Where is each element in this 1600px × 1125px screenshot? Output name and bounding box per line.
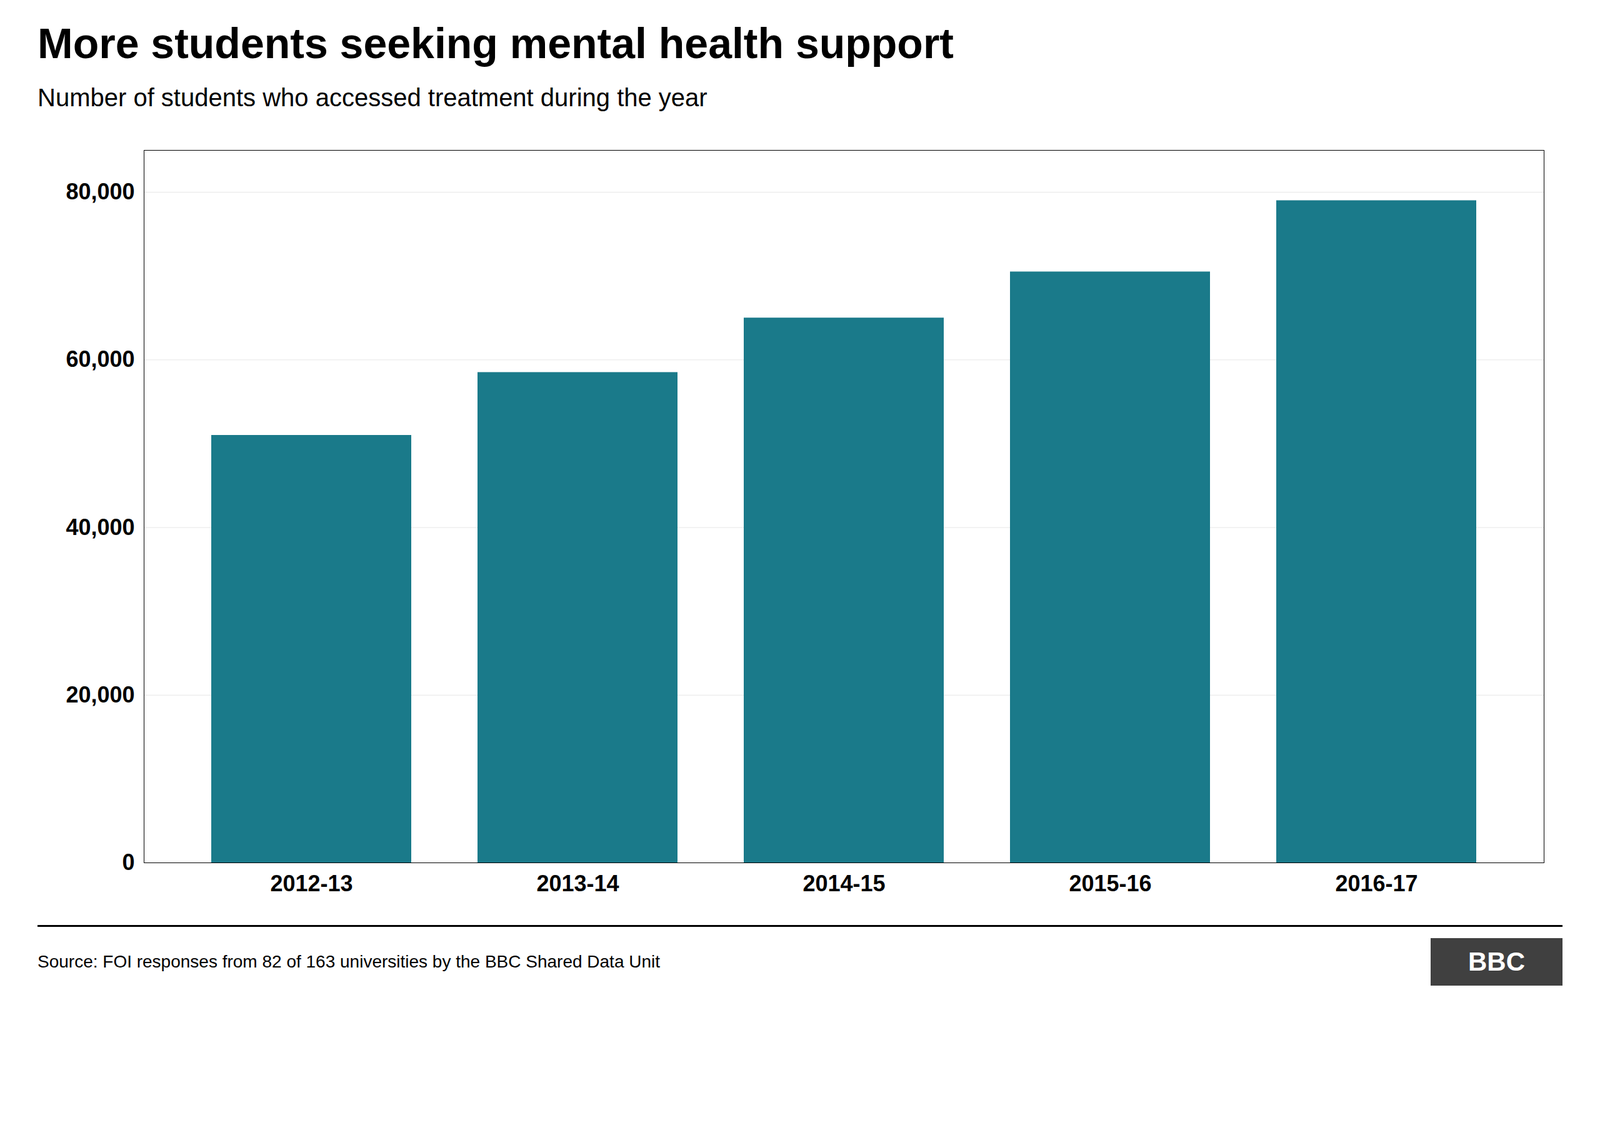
svg-text:40,000: 40,000 xyxy=(65,514,135,540)
html-text:More students seeking mental h: More students seeking mental health supp… xyxy=(37,19,954,67)
svg-text:2016-17: 2016-17 xyxy=(1335,870,1418,897)
svg-text:2015-16: 2015-16 xyxy=(1068,870,1152,897)
svg-text:20,000: 20,000 xyxy=(65,681,135,708)
svg-text:0: 0 xyxy=(121,849,135,875)
svg-text:2012-13: 2012-13 xyxy=(270,870,353,897)
html-text:Source: FOI responses from 82: Source: FOI responses from 82 of 163 uni… xyxy=(37,952,660,972)
html-text:Number of students who accesse: Number of students who accessed treatmen… xyxy=(37,83,708,112)
svg-text:80,000: 80,000 xyxy=(65,178,135,205)
svg-text:2014-15: 2014-15 xyxy=(802,870,885,897)
html-text:BBC: BBC xyxy=(1468,947,1525,977)
svg-text:2013-14: 2013-14 xyxy=(536,870,619,897)
svg-text:60,000: 60,000 xyxy=(65,346,135,373)
